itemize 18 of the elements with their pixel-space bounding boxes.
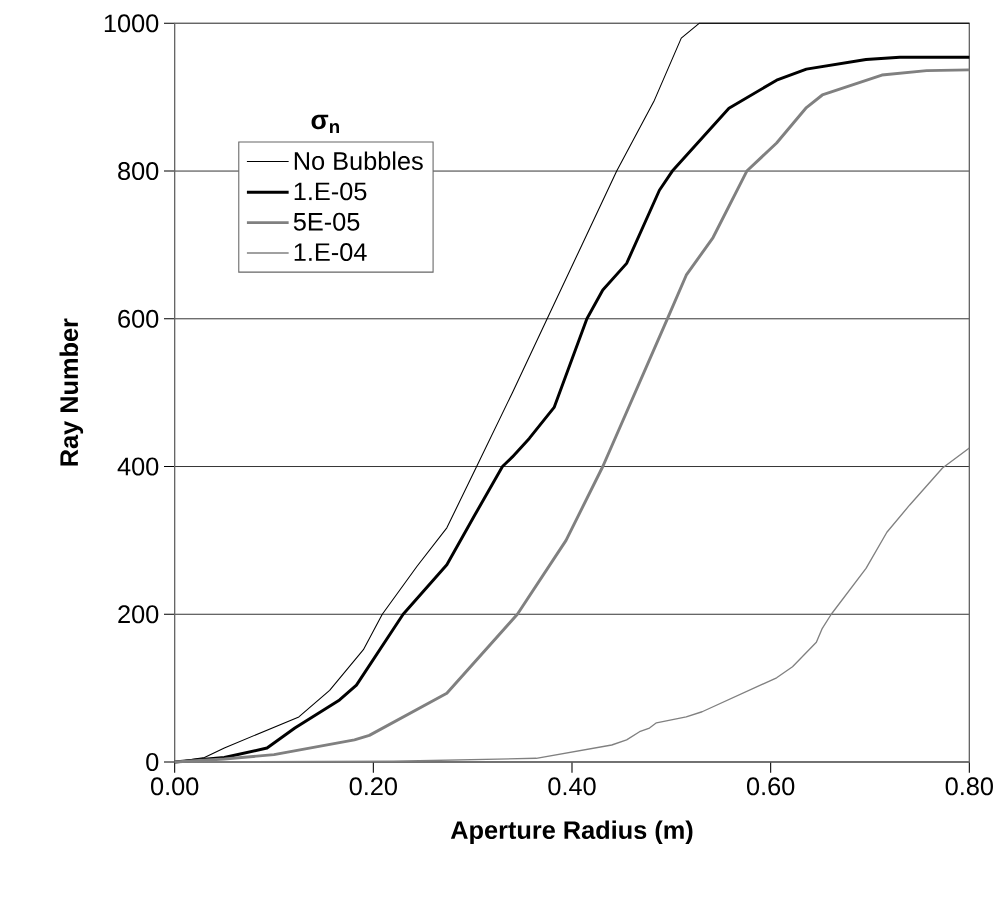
x-tick-label: 0.40 (548, 777, 596, 796)
y-tick-label: 600 (118, 309, 159, 328)
y-tick-label: 1000 (104, 14, 159, 33)
y-tick-label: 800 (118, 162, 159, 181)
legend-title: σ$_{n}$ (311, 114, 339, 134)
legend-label: 1.E-05 (294, 182, 367, 201)
y-tick-label: 200 (118, 605, 159, 624)
y-axis-title: Ray Number (59, 318, 84, 466)
y-tick-label: 400 (117, 457, 159, 476)
x-tick-label: 0.20 (349, 777, 397, 796)
legend-label: 5E-05 (293, 212, 360, 231)
x-axis-title: Aperture Radius (m) (450, 820, 693, 845)
legend-label: 1.E-04 (294, 243, 367, 262)
legend-label: No Bubbles (294, 151, 423, 170)
x-tick-label: 0.80 (945, 777, 993, 796)
y-tick-label: 0 (146, 753, 159, 771)
x-tick-label: 0.00 (151, 777, 199, 796)
x-tick-label: 0.60 (746, 777, 795, 796)
